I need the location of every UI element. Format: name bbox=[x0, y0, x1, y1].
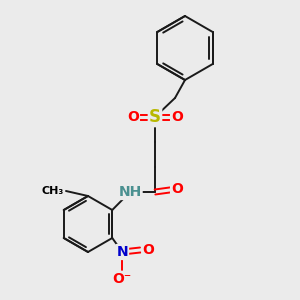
Text: O: O bbox=[171, 182, 183, 196]
Text: NH: NH bbox=[118, 185, 142, 199]
Text: O: O bbox=[127, 110, 139, 124]
Text: N: N bbox=[116, 245, 128, 259]
Text: CH₃: CH₃ bbox=[42, 186, 64, 196]
Text: O: O bbox=[142, 243, 154, 257]
Text: S: S bbox=[149, 108, 161, 126]
Text: O⁻: O⁻ bbox=[112, 272, 132, 286]
Text: O: O bbox=[171, 110, 183, 124]
